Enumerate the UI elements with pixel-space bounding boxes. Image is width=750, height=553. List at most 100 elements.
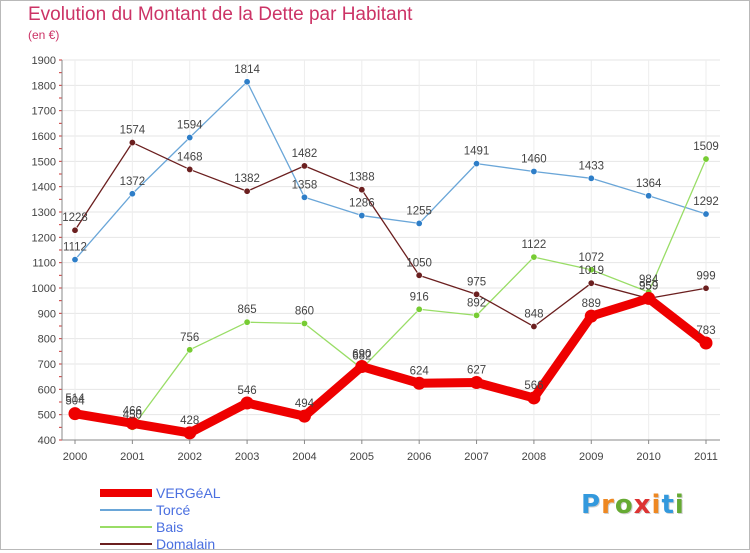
data-point-torcé (415, 219, 423, 227)
series-line-domalain (74, 141, 707, 328)
data-point-vergéal (297, 409, 311, 423)
data-point-bais (300, 319, 308, 327)
data-point-torcé (702, 210, 710, 218)
data-label-torcé: 1433 (578, 160, 604, 172)
logo-letter: r (601, 490, 615, 520)
unit-label: (en €) (28, 28, 60, 42)
series-line-bais (74, 158, 707, 428)
legend-swatch (100, 509, 152, 511)
data-point-domalain (186, 165, 194, 173)
data-point-bais (530, 253, 538, 261)
data-label-vergéal: 566 (524, 380, 543, 392)
data-point-domalain (71, 226, 79, 234)
y-tick-label: 700 (38, 359, 56, 371)
data-label-bais: 892 (467, 297, 486, 309)
data-point-bais (415, 305, 423, 313)
data-point-vergéal (240, 396, 254, 410)
data-label-domalain: 1482 (292, 148, 318, 160)
data-label-domalain: 975 (467, 276, 486, 288)
data-label-vergéal: 627 (467, 364, 486, 376)
data-label-bais: 984 (639, 274, 659, 286)
chart-title: Evolution du Montant de la Dette par Hab… (28, 4, 413, 25)
x-tick-label: 2008 (522, 451, 546, 463)
data-label-bais: 450 (123, 409, 142, 421)
plot-area (62, 60, 720, 440)
data-point-bais (243, 318, 251, 326)
data-label-domalain: 959 (639, 280, 658, 292)
data-point-bais (186, 346, 194, 354)
y-tick-label: 900 (38, 308, 56, 320)
legend-item: Torcé (100, 502, 300, 519)
data-label-vergéal: 783 (696, 325, 715, 337)
data-label-torcé: 1255 (406, 205, 432, 217)
data-label-bais: 916 (410, 291, 429, 303)
data-point-domalain (300, 162, 308, 170)
data-label-vergéal: 959 (639, 280, 658, 292)
logo-letter: x (633, 490, 652, 520)
y-tick-label: 1600 (32, 131, 56, 143)
data-point-vergéal (584, 309, 598, 323)
legend-item: Bais (100, 519, 300, 536)
data-point-torcé (186, 134, 194, 142)
data-label-domalain: 1574 (120, 125, 146, 137)
data-point-domalain (415, 271, 423, 279)
data-point-domalain (530, 323, 538, 331)
logo-letter: t (661, 490, 675, 520)
data-label-domalain: 1382 (234, 173, 260, 185)
data-label-torcé: 1286 (349, 198, 375, 210)
data-label-bais: 1072 (578, 252, 604, 264)
data-point-domalain (473, 290, 481, 298)
y-tick-label: 1000 (32, 283, 56, 295)
y-tick-label: 600 (38, 384, 56, 396)
data-label-vergéal: 546 (237, 385, 256, 397)
data-point-domalain (243, 187, 251, 195)
y-tick-label: 800 (38, 334, 56, 346)
data-label-domalain: 1468 (177, 151, 203, 163)
data-label-domalain: 1388 (349, 172, 375, 184)
data-point-bais (473, 311, 481, 319)
x-tick-label: 2002 (177, 451, 201, 463)
x-tick-label: 2011 (694, 451, 718, 463)
data-point-domalain (128, 139, 136, 147)
data-label-vergéal: 889 (582, 298, 601, 310)
data-label-bais: 514 (65, 393, 85, 405)
y-tick-label: 1500 (32, 156, 56, 168)
x-tick-label: 2007 (464, 451, 488, 463)
x-tick-label: 2005 (350, 451, 374, 463)
data-label-vergéal: 504 (65, 396, 85, 408)
legend-label: Bais (156, 519, 184, 535)
x-tick-label: 2000 (63, 451, 87, 463)
proxiti-logo: Proxiti (581, 490, 685, 520)
data-point-vergéal (355, 360, 369, 374)
legend-label: Torcé (156, 502, 191, 518)
data-point-vergéal (699, 336, 713, 350)
data-label-torcé: 1364 (636, 178, 662, 190)
data-label-bais: 1122 (522, 239, 547, 251)
logo-letter: i (651, 490, 662, 520)
y-tick-label: 1700 (32, 106, 56, 118)
data-point-domalain (587, 279, 595, 287)
data-label-bais: 1509 (693, 141, 719, 153)
data-label-torcé: 1292 (693, 196, 719, 208)
data-point-torcé (71, 256, 79, 264)
y-tick-label: 1400 (32, 182, 56, 194)
legend-swatch (100, 543, 152, 545)
data-label-vergéal: 690 (352, 349, 371, 361)
data-label-vergéal: 494 (295, 398, 315, 410)
data-label-torcé: 1358 (292, 179, 318, 191)
legend-label: VERGéAL (156, 485, 221, 501)
x-tick-label: 2004 (292, 451, 316, 463)
logo-letter: o (614, 490, 634, 520)
data-label-bais: 756 (180, 332, 199, 344)
data-point-vergéal (412, 376, 426, 390)
y-tick-label: 1300 (32, 207, 56, 219)
data-point-domalain (702, 284, 710, 292)
y-tick-label: 500 (38, 410, 56, 422)
data-label-torcé: 1372 (120, 176, 146, 188)
x-tick-label: 2001 (120, 451, 144, 463)
data-label-vergéal: 624 (410, 365, 430, 377)
logo-letter: i (674, 490, 685, 520)
data-label-domalain: 1019 (578, 265, 604, 277)
x-tick-label: 2010 (636, 451, 660, 463)
data-point-torcé (645, 192, 653, 200)
